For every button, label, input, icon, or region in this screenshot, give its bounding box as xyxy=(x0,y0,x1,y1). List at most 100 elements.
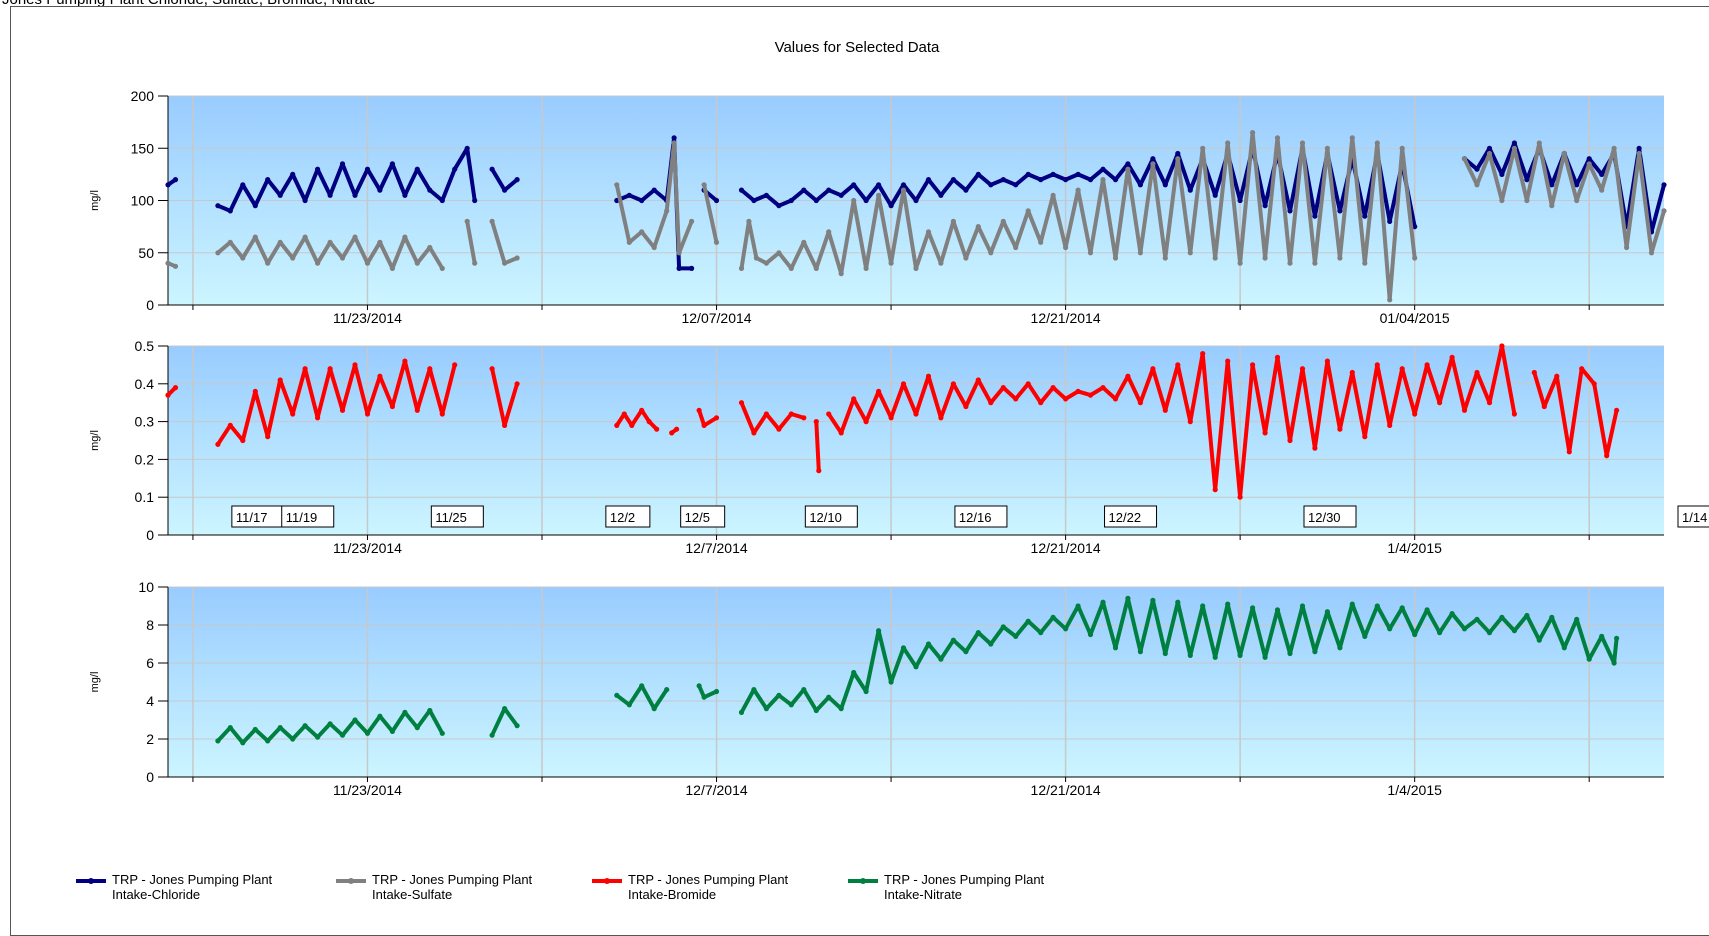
y-tick-label: 50 xyxy=(138,245,154,261)
data-point xyxy=(227,208,233,214)
data-point xyxy=(763,260,770,266)
data-point xyxy=(1150,161,1156,167)
data-point xyxy=(669,430,675,436)
data-point xyxy=(913,197,919,204)
data-point xyxy=(913,411,919,417)
data-point xyxy=(277,192,283,198)
data-point xyxy=(651,706,657,712)
data-point xyxy=(1262,203,1268,209)
data-point xyxy=(1125,166,1131,172)
data-point xyxy=(302,197,308,204)
data-point xyxy=(813,265,819,271)
data-point xyxy=(377,239,383,245)
data-point xyxy=(315,734,321,740)
series-line xyxy=(739,130,1417,302)
data-point xyxy=(988,641,994,647)
annotation-box xyxy=(1303,505,1357,528)
data-point xyxy=(389,728,395,735)
data-point xyxy=(1087,250,1094,256)
data-point xyxy=(950,381,957,387)
legend: TRP - Jones Pumping Plant Intake-Chlorid… xyxy=(76,872,1108,902)
data-point xyxy=(938,656,944,662)
data-point xyxy=(1013,633,1019,640)
data-point xyxy=(1212,654,1218,660)
legend-item-bromide: TRP - Jones Pumping Plant Intake-Bromide xyxy=(592,872,848,902)
data-point xyxy=(1050,614,1056,621)
data-point xyxy=(1125,595,1131,602)
annotation-box xyxy=(1677,505,1709,528)
data-point xyxy=(1486,145,1493,151)
data-point xyxy=(402,709,408,716)
data-point xyxy=(1337,645,1343,651)
data-point xyxy=(1150,156,1156,162)
data-point xyxy=(1574,616,1580,622)
data-point xyxy=(1337,426,1343,432)
data-point xyxy=(1374,603,1380,609)
y-tick-label: 4 xyxy=(146,693,154,709)
data-point xyxy=(1599,187,1605,193)
x-tick-label: 01/04/2015 xyxy=(1380,310,1450,326)
data-point xyxy=(514,177,520,183)
data-point xyxy=(1511,411,1517,417)
data-point xyxy=(876,628,882,634)
x-tick-label: 12/21/2014 xyxy=(1031,540,1101,556)
data-point xyxy=(1225,358,1231,364)
data-point xyxy=(172,385,179,391)
data-point xyxy=(1000,218,1006,224)
data-point xyxy=(402,234,408,240)
data-point xyxy=(1287,650,1293,657)
data-point xyxy=(1511,628,1517,634)
plot-area xyxy=(168,346,1664,535)
data-point xyxy=(1461,407,1468,413)
data-point xyxy=(1087,392,1094,398)
data-point xyxy=(713,239,720,245)
data-point xyxy=(165,392,171,398)
data-point xyxy=(1200,603,1206,609)
x-tick-label: 11/23/2014 xyxy=(333,782,402,798)
data-point xyxy=(1150,597,1156,603)
data-point xyxy=(439,411,445,417)
data-point xyxy=(1324,145,1330,151)
data-point xyxy=(614,422,620,428)
data-point xyxy=(816,468,822,474)
legend-item-nitrate: TRP - Jones Pumping Plant Intake-Nitrate xyxy=(848,872,1108,902)
data-point xyxy=(1262,654,1268,660)
data-point xyxy=(1511,145,1517,151)
data-point xyxy=(938,192,944,198)
data-point xyxy=(738,187,745,193)
data-point xyxy=(1374,140,1380,146)
data-point xyxy=(514,255,520,261)
data-point xyxy=(1050,171,1056,177)
data-point xyxy=(629,422,635,428)
legend-swatch-bromide xyxy=(592,878,622,884)
data-point xyxy=(876,388,882,394)
data-point xyxy=(1349,601,1355,607)
data-point xyxy=(414,725,420,731)
data-point xyxy=(215,441,221,447)
data-point xyxy=(950,637,957,643)
data-point xyxy=(1150,366,1156,372)
data-point xyxy=(240,740,246,746)
data-point xyxy=(1531,369,1537,376)
data-point xyxy=(389,403,395,410)
data-point xyxy=(1287,260,1293,266)
legend-label-line1: TRP - Jones Pumping Plant xyxy=(372,872,533,887)
data-point xyxy=(1387,422,1393,428)
data-point xyxy=(1187,187,1193,193)
data-point xyxy=(1063,626,1069,632)
data-point xyxy=(1604,453,1610,459)
data-point xyxy=(315,260,321,266)
x-tick-label: 11/23/2014 xyxy=(333,540,402,556)
series-sulfate xyxy=(165,130,1667,303)
data-point xyxy=(639,229,645,235)
data-point xyxy=(427,707,433,714)
data-point xyxy=(414,166,420,172)
data-point xyxy=(1013,244,1019,251)
data-point xyxy=(1474,182,1480,188)
y-tick-label: 200 xyxy=(131,88,155,104)
data-point xyxy=(1212,192,1218,198)
data-point xyxy=(472,260,478,266)
data-point xyxy=(938,260,944,266)
data-point xyxy=(826,187,832,193)
legend-label-line1: TRP - Jones Pumping Plant xyxy=(884,872,1045,887)
